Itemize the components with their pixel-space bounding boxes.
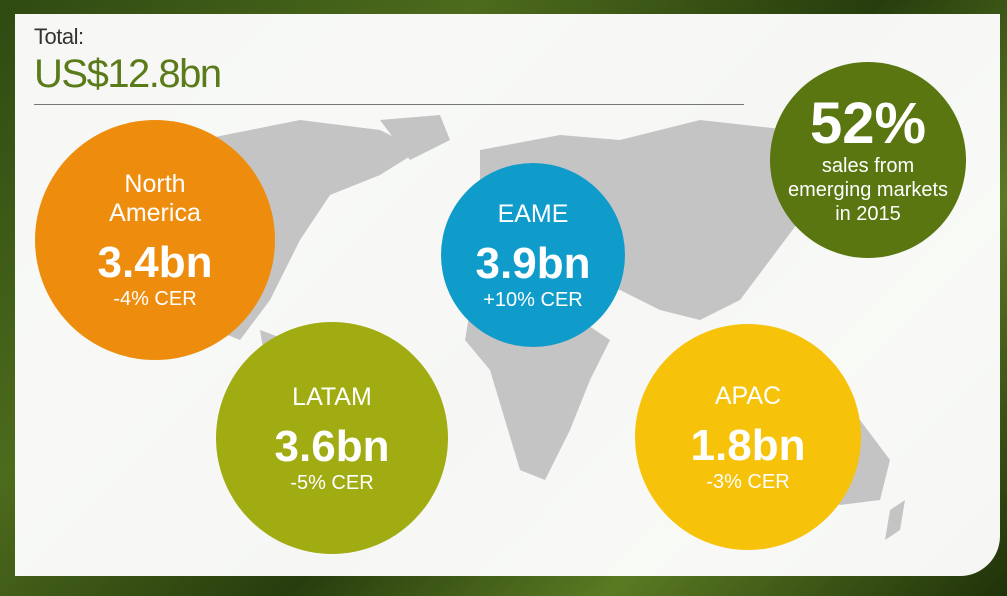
page: {"header": {"label": "Total:", "value": … bbox=[0, 0, 1007, 596]
region-circle: EAME 3.9bn +10% CER bbox=[441, 163, 625, 347]
region-value: 1.8bn bbox=[691, 421, 806, 471]
region-circle: North America 3.4bn -4% CER bbox=[35, 120, 275, 360]
region-value: 3.4bn bbox=[98, 238, 213, 288]
region-name: EAME bbox=[463, 200, 603, 229]
region-circle: APAC 1.8bn -3% CER bbox=[635, 324, 861, 550]
region-change: +10% CER bbox=[483, 289, 583, 311]
region-change: -3% CER bbox=[706, 471, 789, 493]
region-name: LATAM bbox=[262, 383, 402, 412]
highlight-value: 52% bbox=[810, 94, 926, 154]
highlight-text: in 2015 bbox=[835, 202, 901, 226]
region-change: -4% CER bbox=[113, 288, 196, 310]
region-name: North America bbox=[85, 170, 225, 228]
total-value: US$12.8bn bbox=[34, 52, 221, 97]
region-value: 3.6bn bbox=[275, 422, 390, 472]
region-circle: LATAM 3.6bn -5% CER bbox=[216, 322, 448, 554]
divider bbox=[34, 104, 744, 105]
total-label: Total: bbox=[34, 24, 84, 50]
region-name: APAC bbox=[678, 382, 818, 411]
highlight-text: emerging markets bbox=[788, 178, 948, 202]
highlight-circle: 52% sales from emerging markets in 2015 bbox=[770, 62, 966, 258]
highlight-text: sales from bbox=[822, 154, 914, 178]
region-change: -5% CER bbox=[290, 472, 373, 494]
region-value: 3.9bn bbox=[476, 239, 591, 289]
